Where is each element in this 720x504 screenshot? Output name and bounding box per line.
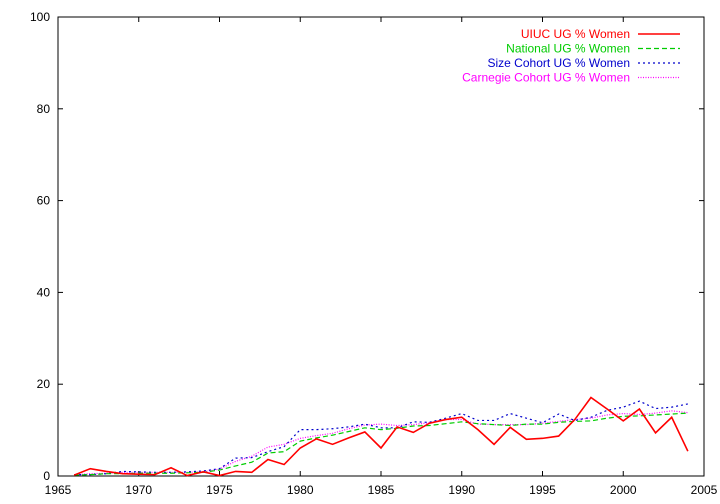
- legend-label: Size Cohort UG % Women: [488, 56, 631, 70]
- plot-area-frame: [57, 16, 705, 477]
- legend-label: UIUC UG % Women: [521, 27, 630, 41]
- y-tick-label: 40: [37, 285, 51, 299]
- axis-ticks: 1965 1970 1975 1980 1985 1990 1995 2000 2005 0 20 4…: [30, 10, 718, 497]
- series-line-2: [74, 412, 688, 476]
- x-tick-label: 1965: [45, 483, 72, 497]
- x-tick-label: 1975: [206, 483, 233, 497]
- series-lines: [73, 396, 689, 477]
- x-tick-label: 2005: [691, 483, 718, 497]
- x-tick-label: 1990: [448, 483, 475, 497]
- y-tick-label: 60: [37, 194, 51, 208]
- x-tick-label: 1980: [287, 483, 314, 497]
- series-line-1: [73, 396, 689, 477]
- x-tick-label: 1970: [125, 483, 152, 497]
- legend-label: National UG % Women: [506, 42, 630, 56]
- y-tick-label: 0: [43, 469, 50, 483]
- y-tick-label: 20: [37, 377, 51, 391]
- x-tick-label: 1985: [368, 483, 395, 497]
- y-tick-label: 100: [30, 10, 50, 24]
- series-line-3: [74, 400, 688, 476]
- y-tick-label: 80: [37, 102, 51, 116]
- x-tick-label: 1995: [529, 483, 556, 497]
- series-line-4: [74, 410, 688, 476]
- x-tick-label: 2000: [610, 483, 637, 497]
- legend-label: Carnegie Cohort UG % Women: [462, 71, 630, 85]
